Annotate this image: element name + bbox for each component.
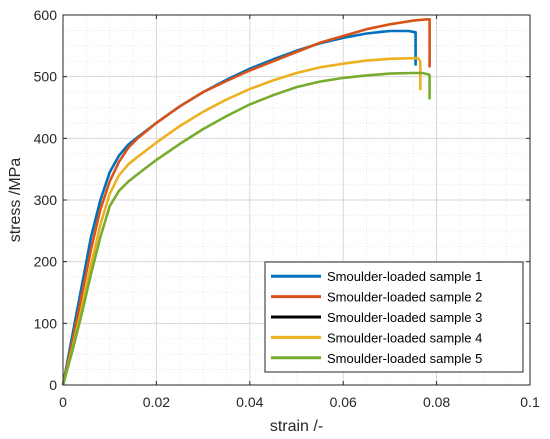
x-tick-label: 0.06 (330, 394, 357, 410)
legend-label-1: Smoulder-loaded sample 1 (327, 269, 482, 284)
x-axis-title: strain /- (270, 418, 323, 435)
y-tick-label: 300 (34, 192, 58, 208)
y-tick-label: 600 (34, 7, 58, 23)
series-line-5 (61, 71, 431, 386)
x-tick-label: 0 (59, 394, 67, 410)
y-axis-title: stress /MPa (7, 158, 24, 243)
legend-label-4: Smoulder-loaded sample 4 (327, 330, 482, 345)
legend-label-3: Smoulder-loaded sample 3 (327, 310, 482, 325)
x-tick-label: 0.1 (520, 394, 540, 410)
x-tick-label: 0.08 (423, 394, 450, 410)
y-tick-label: 0 (49, 377, 57, 393)
legend-label-5: Smoulder-loaded sample 5 (327, 351, 482, 366)
y-tick-label: 200 (34, 254, 58, 270)
x-tick-label: 0.04 (236, 394, 263, 410)
series-line-4 (61, 56, 422, 386)
legend: Smoulder-loaded sample 1 Smoulder-loaded … (264, 261, 524, 373)
x-tick-label: 0.02 (143, 394, 170, 410)
axis-ticks (62, 14, 531, 386)
y-tick-label: 400 (34, 130, 58, 146)
plot-lines (61, 17, 431, 386)
legend-label-2: Smoulder-loaded sample 2 (327, 290, 482, 305)
y-tick-label: 100 (34, 315, 58, 331)
series-line-2 (61, 17, 431, 386)
tick-labels: 0 0.02 0.04 0.06 0.08 0.1 0 100 200 300 400 500 600 (34, 7, 540, 410)
y-tick-label: 500 (34, 69, 58, 85)
